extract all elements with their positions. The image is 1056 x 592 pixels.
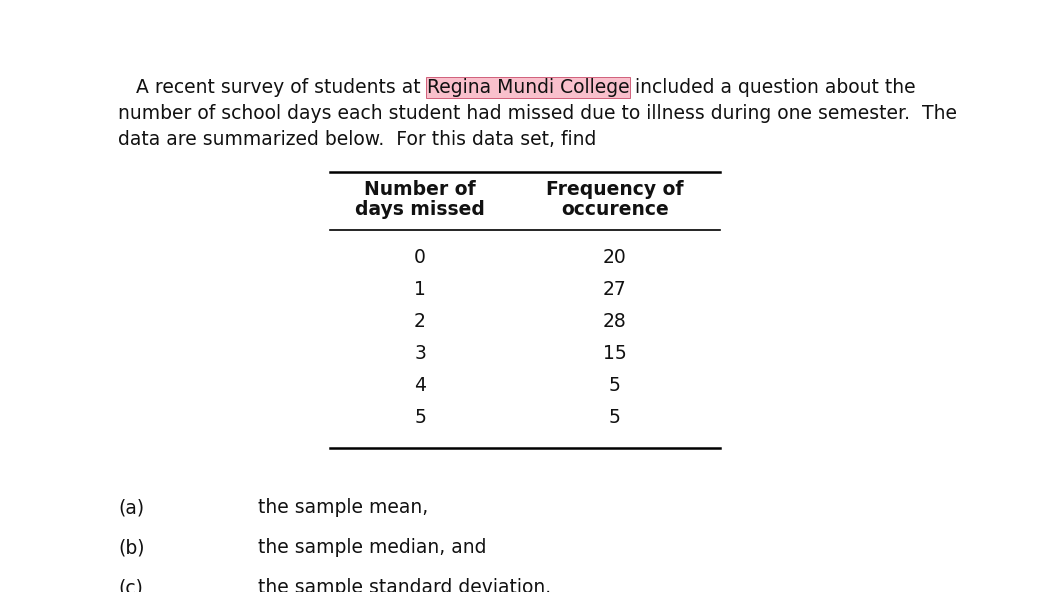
Text: 5: 5 [609, 408, 621, 427]
Text: data are summarized below.  For this data set, find: data are summarized below. For this data… [118, 130, 597, 149]
Text: 15: 15 [603, 344, 627, 363]
Text: 20: 20 [603, 248, 627, 267]
Text: 3: 3 [414, 344, 426, 363]
Text: (b): (b) [118, 538, 145, 557]
Text: 1: 1 [414, 280, 426, 299]
Text: included a question about the: included a question about the [629, 78, 916, 97]
Text: (c): (c) [118, 578, 143, 592]
Text: occurence: occurence [561, 200, 668, 219]
Text: days missed: days missed [355, 200, 485, 219]
Text: number of school days each student had missed due to illness during one semester: number of school days each student had m… [118, 104, 957, 123]
Text: the sample mean,: the sample mean, [258, 498, 429, 517]
Text: 5: 5 [414, 408, 426, 427]
Text: the sample standard deviation.: the sample standard deviation. [258, 578, 551, 592]
Text: 27: 27 [603, 280, 627, 299]
Text: 2: 2 [414, 312, 426, 331]
Text: 5: 5 [609, 376, 621, 395]
Text: Number of: Number of [364, 180, 476, 199]
Text: 28: 28 [603, 312, 627, 331]
Text: the sample median, and: the sample median, and [258, 538, 487, 557]
Text: 0: 0 [414, 248, 426, 267]
Text: A recent survey of students at: A recent survey of students at [118, 78, 427, 97]
Text: Regina Mundi College: Regina Mundi College [427, 78, 629, 97]
Text: Frequency of: Frequency of [546, 180, 683, 199]
Text: (a): (a) [118, 498, 144, 517]
Text: 4: 4 [414, 376, 426, 395]
